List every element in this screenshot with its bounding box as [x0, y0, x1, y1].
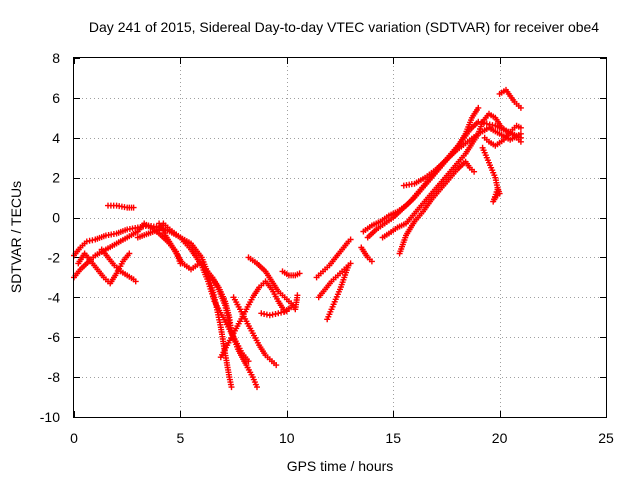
- data-series-segment: [481, 122, 524, 149]
- data-series-segment: [230, 294, 280, 369]
- x-tick-label: 0: [70, 430, 78, 446]
- data-series-segment: [245, 254, 301, 313]
- data-point: [368, 258, 375, 265]
- x-tick-label: 20: [492, 430, 508, 446]
- data-point: [517, 104, 524, 111]
- data-point: [294, 292, 301, 299]
- data-series-segment: [71, 222, 235, 391]
- y-tick-label: -10: [40, 409, 60, 425]
- data-series-segment: [258, 308, 290, 319]
- x-axis-label: GPS time / hours: [287, 458, 394, 474]
- data-series-segment: [279, 268, 303, 279]
- y-tick-labels: -10 -8 -6 -4 -2 0 2 4 6 8: [40, 50, 60, 425]
- data-series-segment: [324, 262, 352, 323]
- data-point: [475, 104, 482, 111]
- data-series-segment: [496, 86, 524, 111]
- data-point: [254, 384, 260, 391]
- data-series-segment: [313, 236, 354, 281]
- y-tick-label: 8: [52, 50, 60, 66]
- data-point: [130, 204, 137, 211]
- data-point: [517, 130, 524, 137]
- x-tick-label: 5: [177, 430, 185, 446]
- data-series-segment: [75, 250, 133, 287]
- data-series-segment: [315, 260, 354, 301]
- data-point: [494, 186, 501, 193]
- data-point: [347, 236, 354, 243]
- data-point: [126, 250, 133, 257]
- y-tick-label: 2: [52, 170, 60, 186]
- data-series-segment: [396, 158, 478, 257]
- y-tick-label: -8: [48, 369, 61, 385]
- data-series-segment: [217, 278, 295, 361]
- data-series-segment: [479, 144, 503, 205]
- y-tick-label: 6: [52, 90, 60, 106]
- data-points: [71, 86, 524, 391]
- data-point: [517, 138, 524, 145]
- axis-ticks: [74, 58, 607, 418]
- x-tick-label: 25: [598, 430, 614, 446]
- data-series-segment: [105, 202, 137, 211]
- y-tick-label: 0: [52, 210, 60, 226]
- data-point: [296, 270, 303, 277]
- y-tick-label: -2: [48, 249, 61, 265]
- data-series-segment: [209, 274, 260, 391]
- data-series-segment: [98, 246, 139, 285]
- plot-frame: [73, 57, 607, 418]
- data-point: [345, 262, 352, 269]
- data-point: [471, 168, 478, 175]
- y-tick-label: -4: [48, 289, 61, 305]
- x-tick-labels: 0 5 10 15 20 25: [70, 430, 614, 446]
- x-tick-label: 15: [385, 430, 401, 446]
- y-axis-label: SDTVAR / TECUs: [8, 181, 24, 293]
- grid-lines: [74, 58, 606, 417]
- x-tick-label: 10: [279, 430, 295, 446]
- chart-title: Day 241 of 2015, Sidereal Day-to-day VTE…: [89, 19, 599, 35]
- data-point: [228, 384, 235, 391]
- data-point: [489, 122, 496, 129]
- data-point: [273, 362, 280, 369]
- data-point: [132, 278, 139, 285]
- data-point: [517, 124, 524, 131]
- y-tick-label: -6: [48, 329, 61, 345]
- data-point: [283, 308, 290, 315]
- data-series-segment: [358, 244, 375, 265]
- y-tick-label: 4: [52, 130, 60, 146]
